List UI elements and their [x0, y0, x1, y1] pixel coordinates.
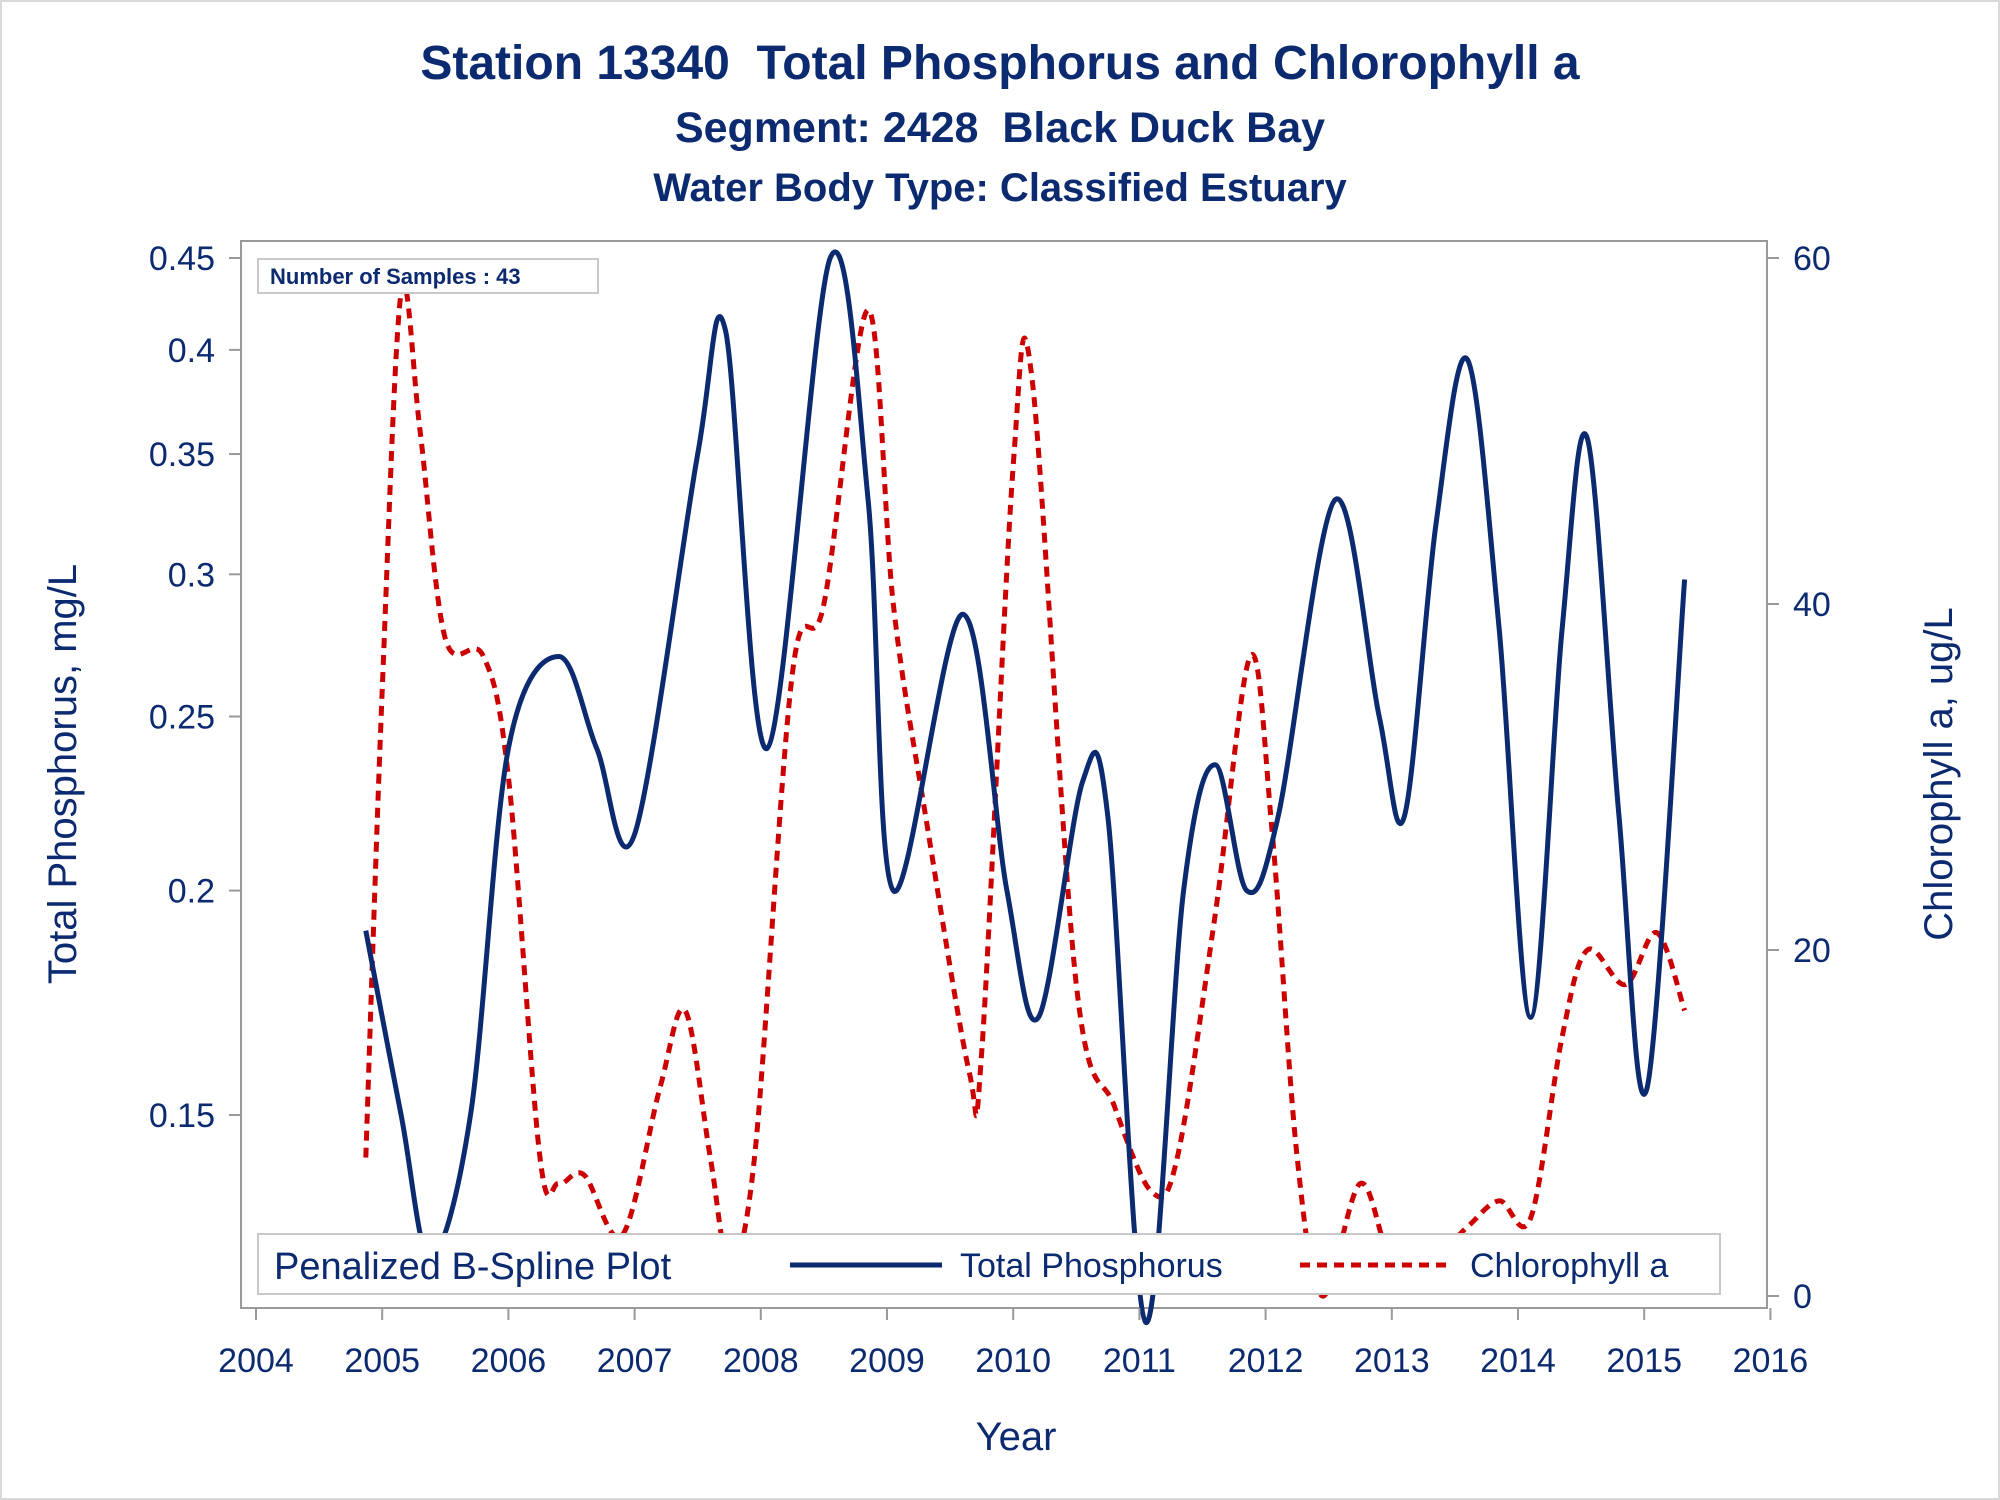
chart-subtitle-water-body: Water Body Type: Classified Estuary — [653, 166, 1347, 210]
y-axis-right-label: Chlorophyll a, ug/L — [1917, 607, 1961, 941]
y-right-tick-label-60: 60 — [1793, 240, 1831, 278]
x-tick-label-2013: 2013 — [1354, 1342, 1430, 1380]
y-left-tick-label-0.25: 0.25 — [149, 699, 215, 737]
y-right-tick-label-40: 40 — [1793, 586, 1831, 624]
x-tick-label-2012: 2012 — [1228, 1342, 1304, 1380]
plot-area-border — [240, 240, 1768, 1309]
x-tick-label-2007: 2007 — [597, 1342, 673, 1380]
y-right-tick-label-0: 0 — [1793, 1278, 1812, 1316]
series-layer — [363, 249, 1688, 1325]
x-axis-label: Year — [976, 1415, 1057, 1459]
series-line-total-phosphorus — [363, 249, 1688, 1325]
series-line-chlorophyll-a — [363, 281, 1687, 1299]
x-tick-label-2008: 2008 — [723, 1342, 799, 1380]
chart-title: Station 13340 Total Phosphorus and Chlor… — [420, 37, 1580, 90]
legend: Penalized B-Spline Plot Total Phosphorus… — [257, 1233, 1721, 1295]
chart-subtitle-segment: Segment: 2428 Black Duck Bay — [674, 104, 1326, 152]
y-left-tick-label-0.3: 0.3 — [168, 556, 215, 594]
x-tick-label-2004: 2004 — [218, 1342, 294, 1380]
legend-label-chlorophyll-a: Chlorophyll a — [1470, 1247, 1669, 1285]
x-tick-label-2015: 2015 — [1606, 1342, 1682, 1380]
x-tick-label-2009: 2009 — [849, 1342, 925, 1380]
axes-layer: 2004 2005 2006 2007 2008 2009 2010 2011 2012 2013… — [149, 240, 1831, 1380]
sample-count-label: Number of Samples : 43 — [270, 264, 521, 289]
y-left-tick-label-0.4: 0.4 — [168, 332, 215, 370]
x-tick-label-2011: 2011 — [1103, 1342, 1176, 1380]
x-tick-label-2010: 2010 — [975, 1342, 1051, 1380]
y-axis-left-label: Total Phosphorus, mg/L — [41, 564, 85, 984]
x-tick-label-2014: 2014 — [1480, 1342, 1556, 1380]
x-tick-label-2005: 2005 — [344, 1342, 420, 1380]
y-left-tick-label-0.2: 0.2 — [168, 873, 215, 911]
sample-count-border — [257, 258, 599, 294]
y-right-tick-label-20: 20 — [1793, 932, 1831, 970]
y-left-tick-label-0.45: 0.45 — [149, 240, 215, 278]
y-left-tick-label-0.35: 0.35 — [149, 436, 215, 474]
legend-title: Penalized B-Spline Plot — [274, 1246, 672, 1288]
sample-count-box: Number of Samples : 43 — [257, 258, 599, 294]
x-tick-label-2016: 2016 — [1733, 1342, 1809, 1380]
y-left-tick-label-0.15: 0.15 — [149, 1097, 215, 1135]
x-tick-label-2006: 2006 — [471, 1342, 547, 1380]
legend-label-total-phosphorus: Total Phosphorus — [960, 1247, 1223, 1285]
legend-border — [257, 1233, 1721, 1295]
